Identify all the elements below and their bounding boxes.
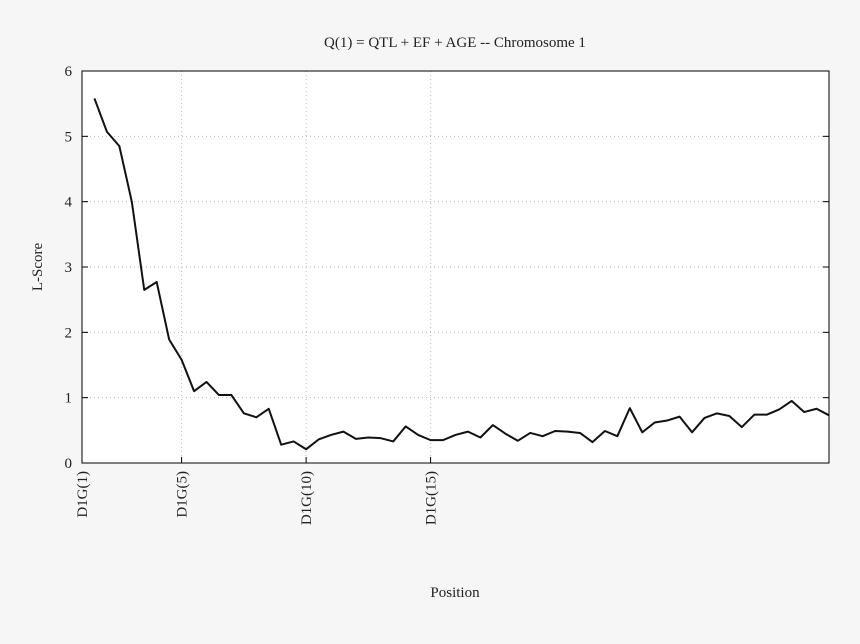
- x-tick-label: D1G(15): [424, 471, 440, 525]
- y-tick-label: 1: [65, 391, 73, 407]
- x-tick-label: D1G(10): [299, 471, 315, 525]
- x-axis-label: Position: [430, 585, 480, 601]
- y-axis-label: L-Score: [30, 243, 46, 292]
- x-tick-label: D1G(5): [175, 471, 191, 518]
- y-tick-label: 2: [65, 325, 73, 341]
- y-tick-label: 0: [65, 456, 73, 472]
- y-tick-label: 4: [65, 195, 73, 211]
- data-line: [93, 98, 830, 451]
- chart-title: Q(1) = QTL + EF + AGE -- Chromosome 1: [324, 35, 586, 51]
- x-tick-label: D1G(1): [75, 471, 91, 518]
- y-tick-label: 5: [65, 129, 73, 145]
- y-tick-label: 6: [65, 64, 73, 80]
- plot-frame: [81, 70, 830, 464]
- y-tick-label: 3: [65, 260, 73, 276]
